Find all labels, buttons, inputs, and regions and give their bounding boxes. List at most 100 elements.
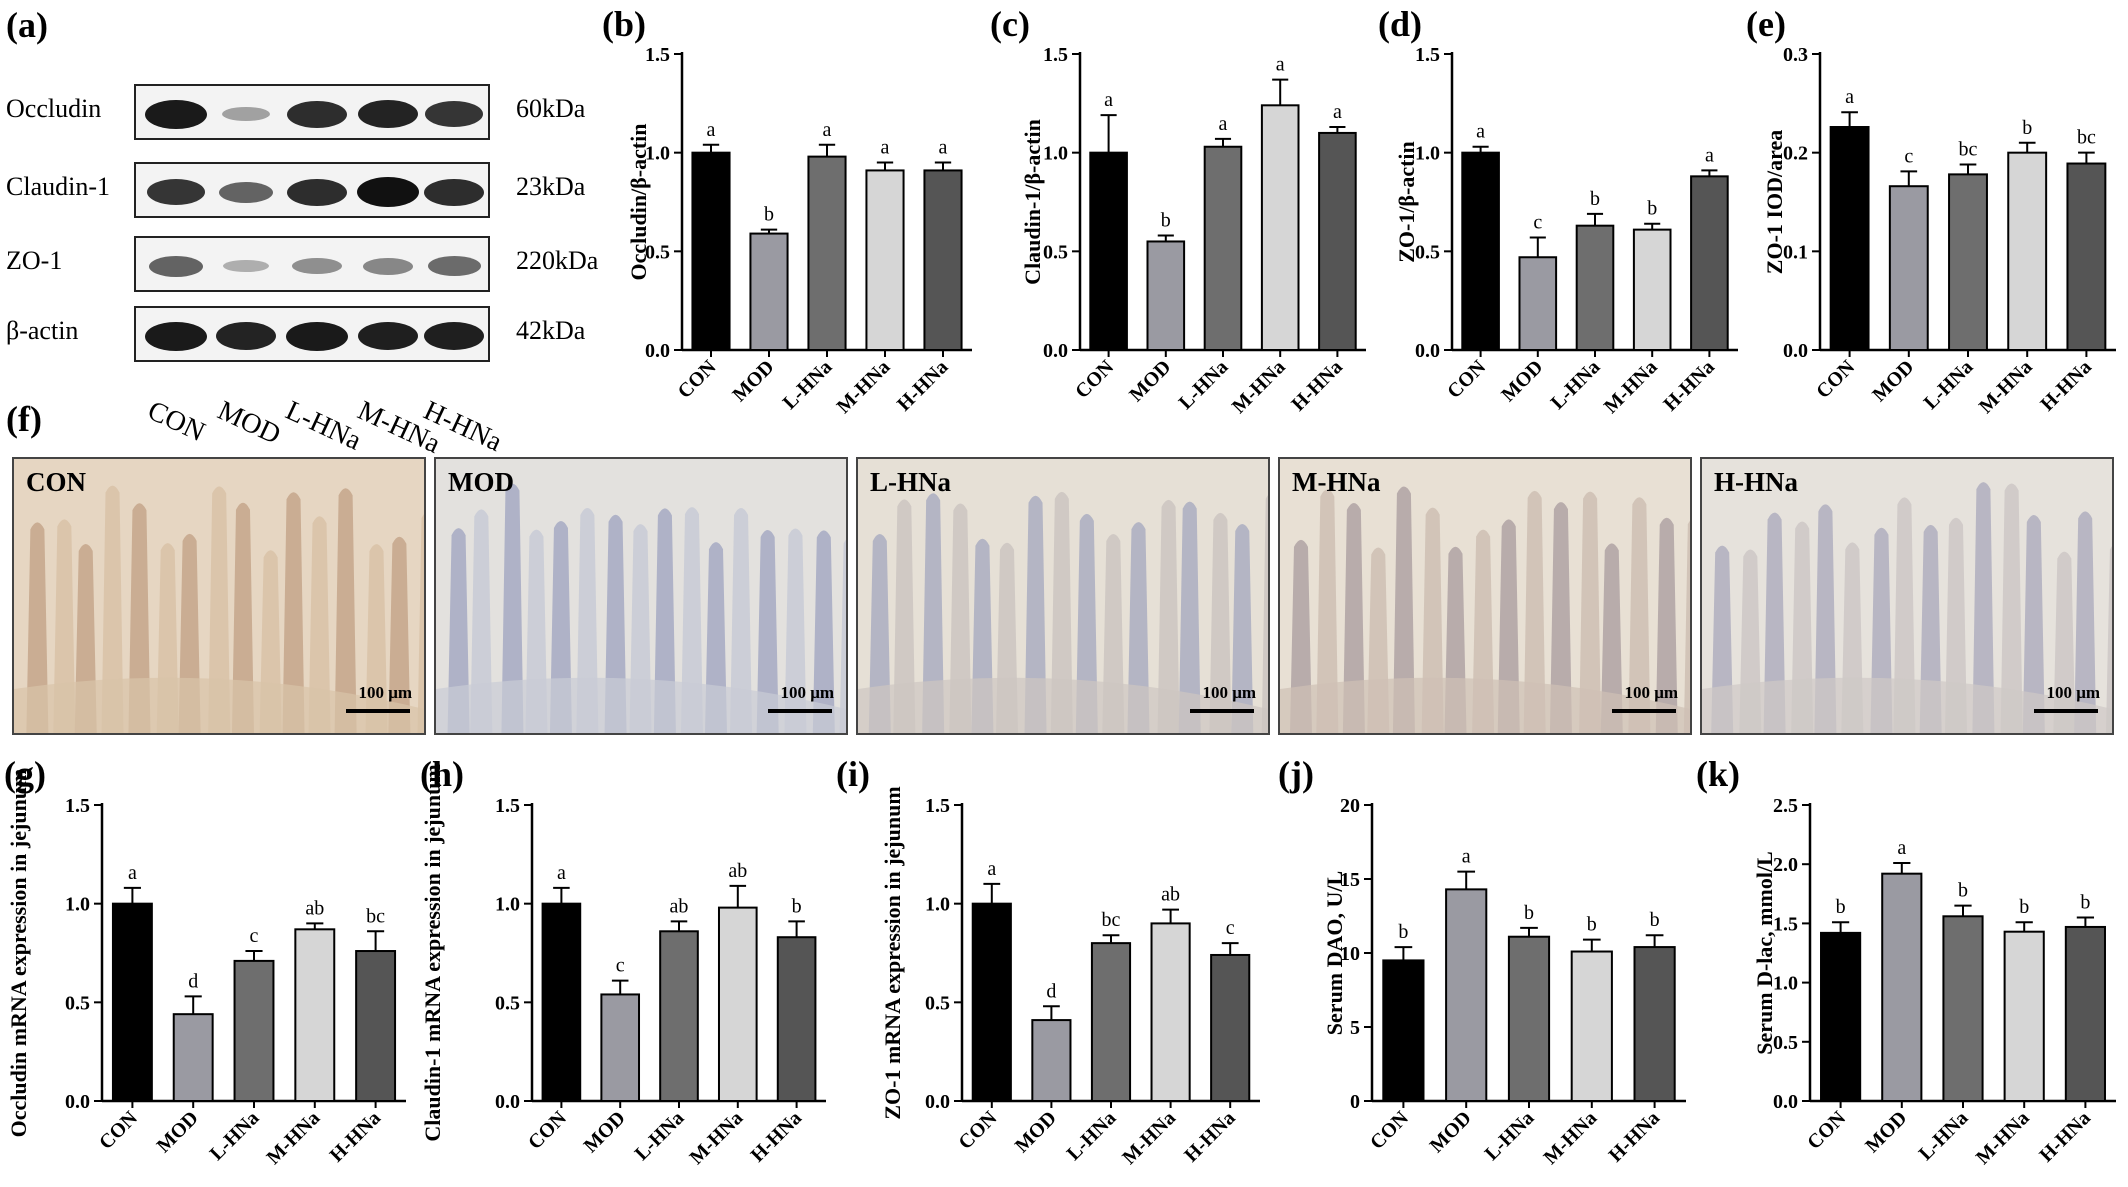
chart-svg: (e) 0.0 0.1 0.2 0.3 ZO-1 IOD/area a CON c MOD bc L-… (1746, 4, 2116, 418)
y-axis-label: ZO-1 IOD/area (1762, 130, 1787, 274)
significance-letter: a (1333, 101, 1342, 123)
chart-e: (e) 0.0 0.1 0.2 0.3 ZO-1 IOD/area a CON c MOD bc L-… (1746, 0, 2122, 420)
bar (971, 902, 1012, 1102)
x-tick-label: H-HNa (1180, 1107, 1240, 1167)
micrograph: MOD 100 μm (434, 457, 848, 735)
y-tick-label: 1.0 (65, 894, 90, 916)
micrograph-label: CON (26, 467, 86, 497)
y-tick-label: 0.2 (1783, 143, 1808, 165)
y-tick-label: 0.3 (1783, 44, 1808, 66)
bar (1518, 256, 1558, 351)
scale-bar-label: 100 μm (1624, 683, 1678, 702)
significance-letter: ab (305, 897, 324, 919)
bar (1632, 228, 1672, 351)
significance-letter: b (1587, 914, 1597, 936)
chart-i: (i) 0.0 0.5 1.0 1.5 ZO-1 mRNA expression in j… (836, 752, 1264, 1182)
panel-label: (i) (836, 754, 870, 794)
y-tick-label: 0.5 (1415, 241, 1440, 263)
blot-band (286, 321, 348, 351)
significance-letter: c (616, 955, 625, 977)
x-tick-label: MOD (1125, 356, 1175, 406)
significance-letter: b (1647, 198, 1657, 220)
bar (1820, 931, 1862, 1102)
chart-svg: (k) 0.0 0.5 1.0 1.5 2.0 2.5 Serum D-lac, mmol/L… (1696, 754, 2116, 1169)
significance-letter: b (2022, 117, 2032, 139)
scale-bar-label: 100 μm (358, 683, 412, 702)
x-tick-label: H-HNa (1287, 356, 1347, 416)
y-axis-label: Serum DAO, U/L (1322, 871, 1347, 1035)
blot-band (424, 178, 484, 206)
x-tick-label: H-HNa (1659, 356, 1719, 416)
blot-protein-label: β-actin (6, 316, 79, 345)
y-tick-label: 0 (1350, 1091, 1360, 1113)
x-tick-label: L-HNa (1547, 356, 1605, 414)
blot-band (424, 101, 484, 127)
panel-label-f: (f) (6, 399, 42, 439)
x-tick-label: M-HNa (1118, 1107, 1180, 1169)
blot-strip (134, 84, 490, 140)
blot-lane-label: CON (142, 395, 210, 449)
micrograph-label: L-HNa (870, 467, 951, 497)
bar (111, 902, 153, 1102)
x-tick-label: CON (1803, 1107, 1850, 1154)
y-tick-label: 0.5 (495, 992, 520, 1014)
bar (923, 169, 963, 351)
y-tick-label: 15 (1340, 869, 1360, 891)
significance-letter: bc (1102, 909, 1121, 931)
blot-band (357, 100, 419, 128)
x-tick-label: CON (954, 1107, 1001, 1154)
y-axis-label: ZO-1/β-actin (1394, 141, 1419, 263)
x-tick-label: L-HNa (1175, 356, 1233, 414)
x-tick-label: L-HNa (1920, 356, 1978, 414)
blot-lane-label: L-HNa (280, 395, 366, 457)
x-tick-label: H-HNa (893, 356, 953, 416)
significance-letter: c (250, 925, 259, 947)
bar (1942, 915, 1984, 1102)
blot-band (423, 321, 485, 351)
y-tick-label: 1.5 (925, 795, 950, 817)
y-axis-label: Serum D-lac, mmol/L (1752, 851, 1777, 1054)
significance-letter: a (823, 119, 832, 141)
blot-band (427, 256, 481, 276)
y-tick-label: 5 (1350, 1017, 1360, 1039)
bar (1382, 959, 1425, 1102)
bar (1888, 185, 1929, 351)
blot-band (145, 99, 207, 129)
y-tick-label: 0.5 (1043, 241, 1068, 263)
micrograph: M-HNa 100 μm (1278, 457, 1692, 735)
y-tick-label: 1.5 (1773, 913, 1798, 935)
bar (172, 1013, 214, 1103)
y-tick-label: 0.0 (1415, 340, 1440, 362)
significance-letter: a (1276, 54, 1285, 76)
x-tick-label: CON (1812, 356, 1859, 403)
bar (2003, 930, 2045, 1102)
significance-letter: bc (2077, 127, 2096, 149)
x-tick-label: L-HNa (631, 1107, 689, 1165)
micrograph-label: H-HNa (1714, 467, 1798, 497)
significance-letter: c (1226, 917, 1235, 939)
y-axis-label: Claudin-1 mRNA expression in jejunum (420, 764, 445, 1141)
x-tick-label: M-HNa (833, 356, 895, 418)
x-tick-label: L-HNa (779, 356, 837, 414)
bar (1089, 151, 1128, 351)
micrograph: CON 100 μm (12, 457, 426, 735)
y-tick-label: 0.1 (1783, 241, 1808, 263)
blot-strip (134, 306, 490, 362)
blot-band (145, 321, 207, 351)
x-tick-label: M-HNa (1539, 1107, 1601, 1169)
significance-letter: a (1219, 113, 1228, 135)
blot-kda-label: 42kDa (516, 316, 586, 345)
y-tick-label: 1.5 (65, 795, 90, 817)
bar (1210, 953, 1251, 1102)
x-tick-label: H-HNa (2036, 356, 2096, 416)
y-tick-label: 1.0 (495, 894, 520, 916)
x-tick-label: MOD (1861, 1107, 1911, 1157)
chart-svg: (j) 0 5 10 15 20 Serum DAO, U/L b CON a MOD b L-HNa b… (1278, 754, 1686, 1169)
significance-letter: a (1897, 837, 1906, 859)
blot-band (146, 179, 206, 205)
y-axis-label: Occludin/β-actin (626, 123, 651, 280)
bar (1203, 145, 1243, 351)
bar (1445, 888, 1488, 1102)
micrograph-label: MOD (448, 467, 514, 497)
significance-letter: a (1845, 86, 1854, 108)
